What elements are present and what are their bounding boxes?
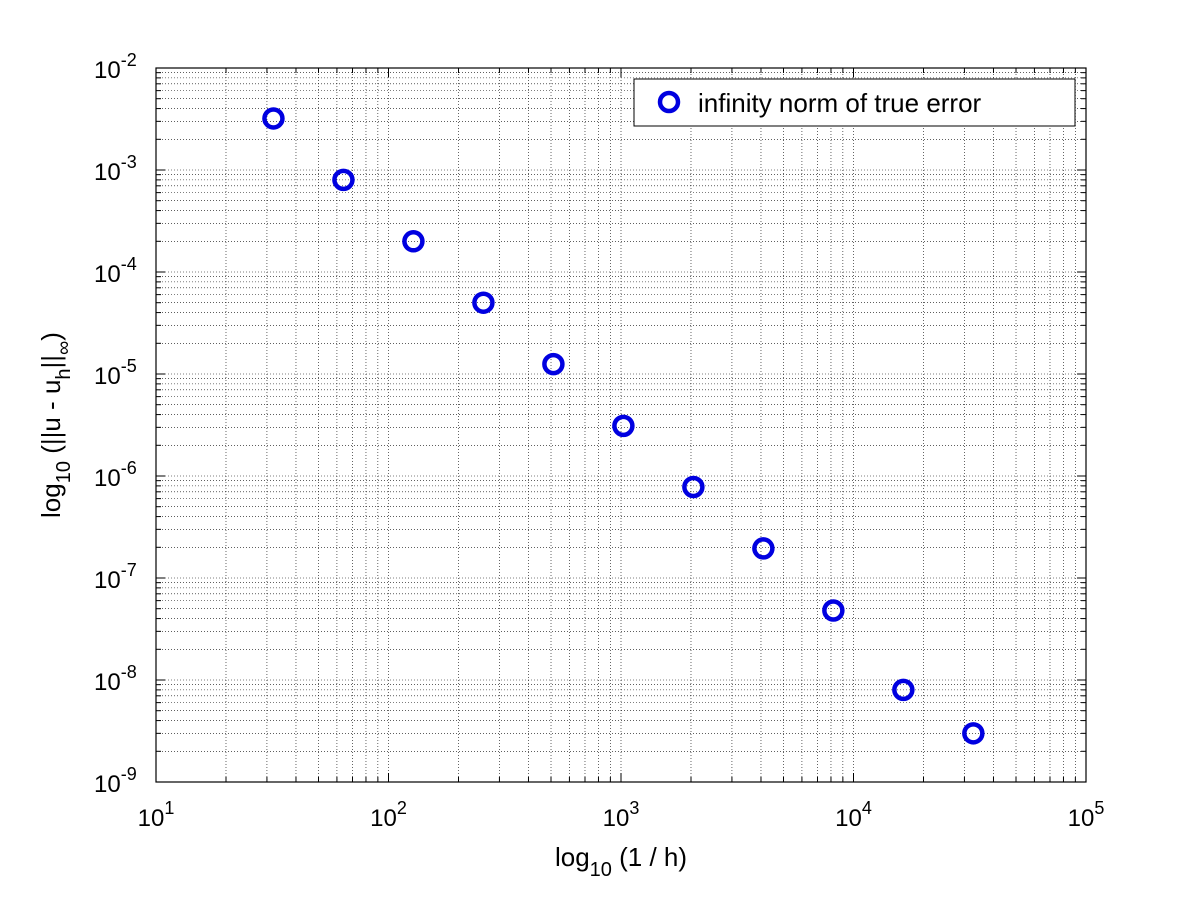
x-axis-label-sub: 10 <box>590 859 612 881</box>
x-tick-label-exp: 3 <box>629 798 639 818</box>
y-tick-label: 10-4 <box>94 254 137 288</box>
x-tick-label-base: 10 <box>835 805 862 832</box>
data-point <box>262 107 285 130</box>
x-tick-label-exp: 5 <box>1094 798 1104 818</box>
y-tick-label-base: 10 <box>94 669 121 696</box>
x-tick-label: 104 <box>835 798 872 832</box>
legend-box <box>633 78 1076 127</box>
y-tick-label: 10-9 <box>94 764 137 798</box>
y-tick-label-exp: -8 <box>121 662 137 682</box>
data-point <box>332 168 355 192</box>
y-tick-label-base: 10 <box>94 771 121 798</box>
x-tick-label-exp: 2 <box>397 798 407 818</box>
x-axis-label: log10 (1 / h) <box>555 842 687 881</box>
y-axis-label-sub: 10 <box>53 461 75 483</box>
data-point <box>402 230 425 253</box>
data-point <box>822 599 845 622</box>
y-tick-label-exp: -5 <box>121 356 137 376</box>
y-tick-label: 10-7 <box>94 560 137 594</box>
data-point <box>472 291 495 314</box>
y-tick-label: 10-5 <box>94 356 137 390</box>
y-tick-label: 10-2 <box>94 50 137 84</box>
x-tick-label: 105 <box>1068 798 1105 832</box>
y-axis-label-base: log <box>36 483 66 518</box>
y-tick-label-exp: -9 <box>121 764 137 784</box>
data-point <box>682 475 705 499</box>
y-tick-label-exp: -4 <box>121 254 137 274</box>
data-point <box>892 678 915 702</box>
x-tick-label: 101 <box>138 798 175 832</box>
x-tick-label-base: 10 <box>603 805 630 832</box>
y-axis-label-p2: || <box>36 355 66 369</box>
x-tick-label-base: 10 <box>138 805 165 832</box>
data-point <box>612 414 635 438</box>
data-point <box>962 722 985 745</box>
data-points <box>262 107 985 745</box>
axes-frame <box>155 67 1087 783</box>
y-tick-label-base: 10 <box>94 159 121 186</box>
grid-lines <box>156 68 1086 782</box>
data-point <box>752 537 775 560</box>
x-tick-label-base: 10 <box>1068 805 1095 832</box>
y-tick-label: 10-6 <box>94 458 137 492</box>
y-tick-label: 10-8 <box>94 662 137 696</box>
y-tick-label-base: 10 <box>94 261 121 288</box>
y-tick-label-exp: -2 <box>121 50 137 70</box>
legend-marker <box>657 90 681 114</box>
legend-label: infinity norm of true error <box>698 88 982 118</box>
y-tick-label-exp: -6 <box>121 458 137 478</box>
y-tick-label-exp: -3 <box>121 152 137 172</box>
x-axis-label-rest: (1 / h) <box>612 842 687 872</box>
y-tick-label-base: 10 <box>94 363 121 390</box>
y-tick-label-base: 10 <box>94 465 121 492</box>
y-tick-label-exp: -7 <box>121 560 137 580</box>
y-axis-label-sub3: ∞ <box>53 341 75 355</box>
x-tick-label: 102 <box>370 798 407 832</box>
x-tick-label: 103 <box>603 798 640 832</box>
y-tick-label-base: 10 <box>94 57 121 84</box>
tick-labels: 101 102 103 104 10510-910-810-710-610-510-41… <box>94 50 1104 832</box>
data-point <box>542 352 565 376</box>
x-tick-label-exp: 4 <box>862 798 872 818</box>
y-axis-label-sub2: h <box>53 368 75 379</box>
y-axis-label: log10 (||u - uh||∞) <box>36 332 75 518</box>
y-axis-label-p1: (||u - u <box>36 380 66 461</box>
y-tick-label-base: 10 <box>94 567 121 594</box>
x-tick-label-base: 10 <box>370 805 397 832</box>
axes-box <box>155 67 1087 783</box>
legend: infinity norm of true error <box>633 78 1076 127</box>
y-axis-label-p3: ) <box>36 332 66 341</box>
y-tick-label: 10-3 <box>94 152 137 186</box>
x-axis-label-base: log <box>555 842 590 872</box>
x-tick-label-exp: 1 <box>164 798 174 818</box>
